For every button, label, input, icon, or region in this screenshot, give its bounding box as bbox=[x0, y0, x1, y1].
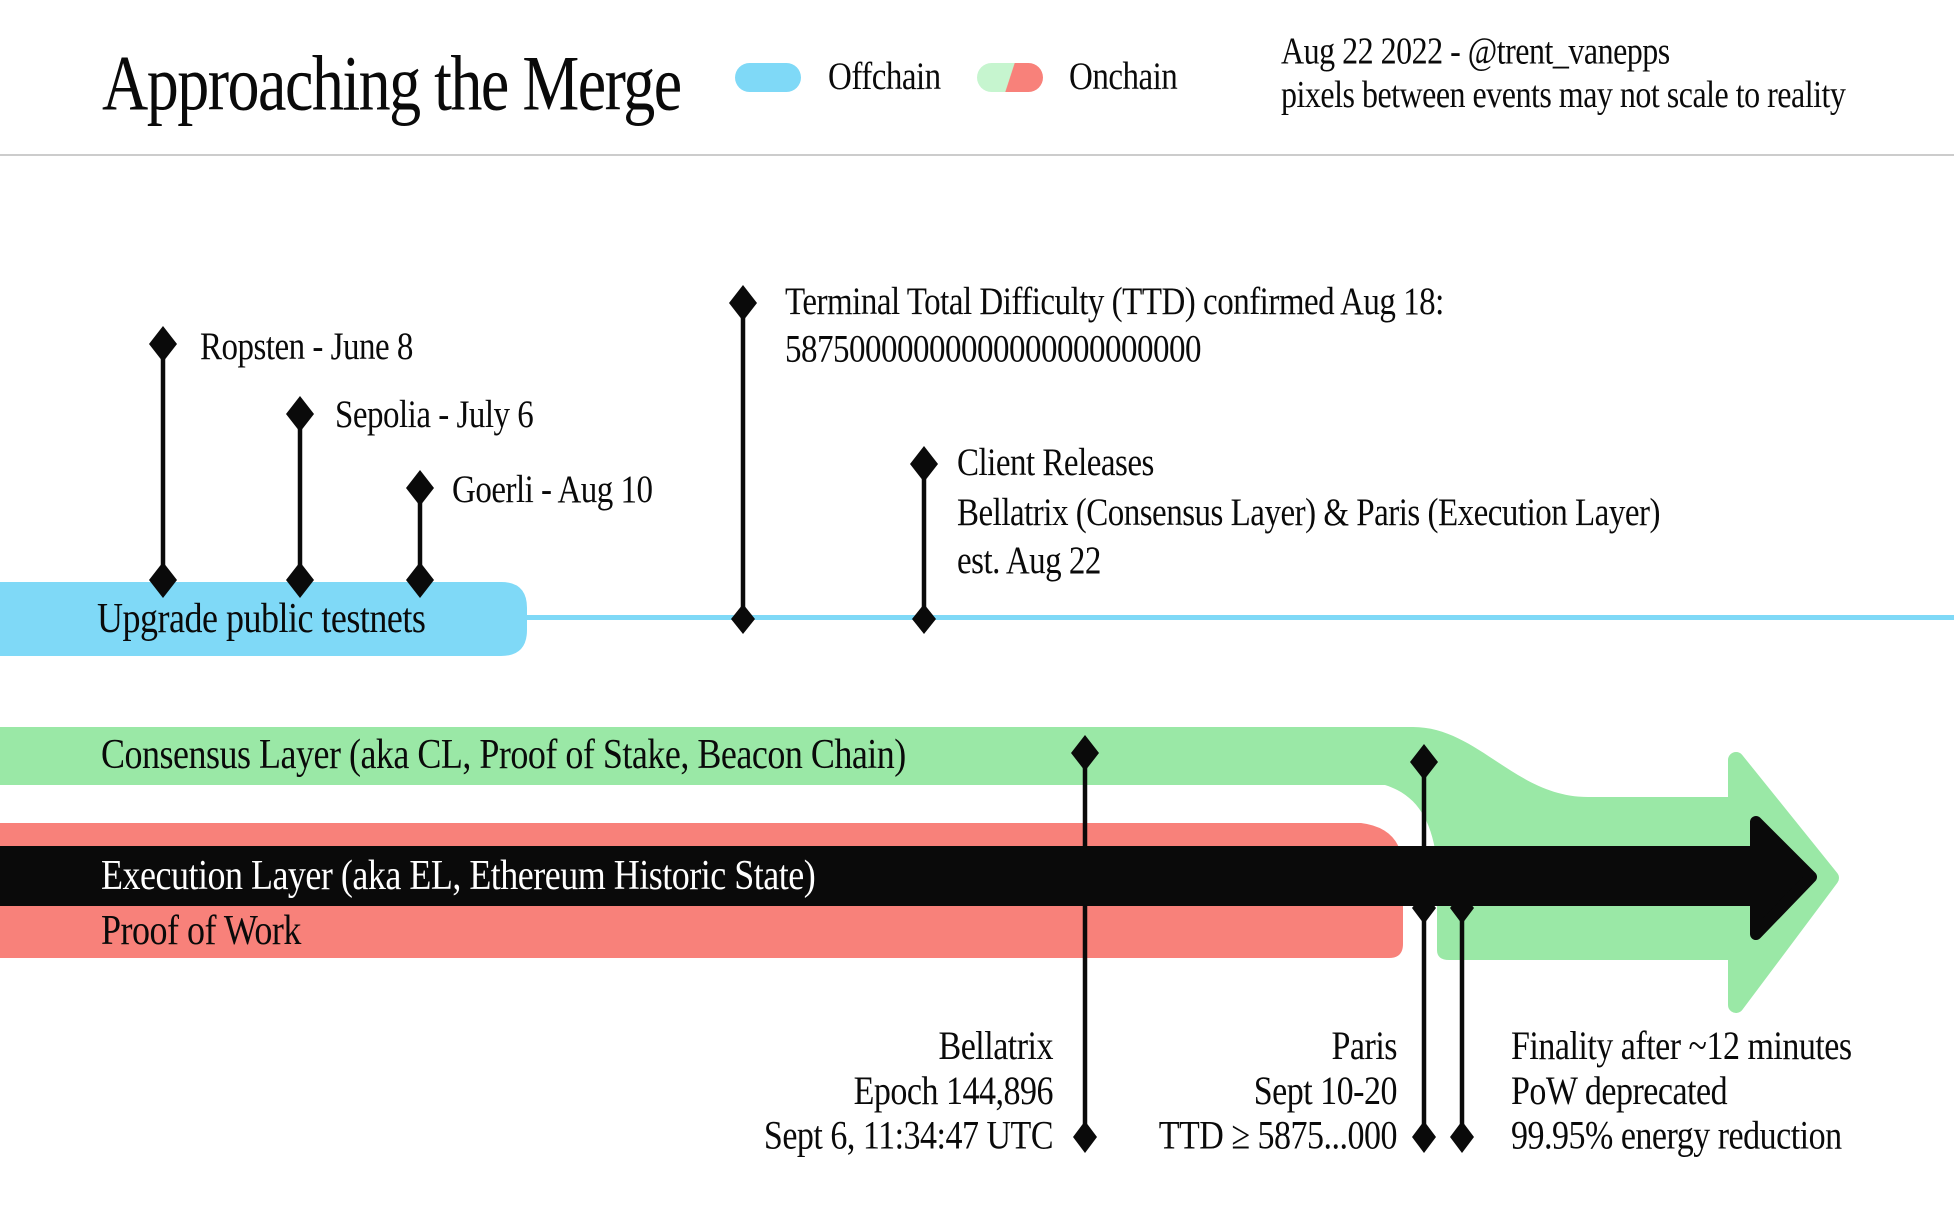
ttd-annotation: Terminal Total Difficulty (TTD) confirme… bbox=[785, 279, 1444, 373]
finality-annotation: Finality after ~12 minutes PoW deprecate… bbox=[1511, 1025, 1852, 1160]
goerli-diamond-icon bbox=[406, 470, 434, 506]
execution-bar-label: Execution Layer (aka EL, Ethereum Histor… bbox=[101, 851, 816, 899]
offchain-timeline-line bbox=[520, 615, 1954, 620]
paris-annotation: Paris Sept 10-20 TTD ≥ 5875...000 bbox=[1158, 1024, 1398, 1160]
event-diamonds bbox=[149, 285, 1474, 1153]
paris-bottom-diamond-icon bbox=[1412, 1121, 1436, 1153]
finality-bottom-diamond-icon bbox=[1450, 1121, 1474, 1153]
pow-bar-label: Proof of Work bbox=[101, 906, 301, 954]
ttd-base-diamond-icon bbox=[731, 604, 755, 634]
ropsten-base-diamond-icon bbox=[149, 562, 177, 598]
onchain-legend-swatch bbox=[977, 63, 1043, 92]
finality-line3: 99.95% energy reduction bbox=[1511, 1114, 1842, 1159]
bellatrix-top-diamond-icon bbox=[1071, 735, 1099, 771]
client-diamond-icon bbox=[910, 446, 938, 482]
byline-block: Aug 22 2022 - @trent_vanepps pixels betw… bbox=[1281, 29, 1846, 117]
offchain-testnets-bar bbox=[0, 582, 527, 656]
bellatrix-annotation: Bellatrix Epoch 144,896 Sept 6, 11:34:47… bbox=[763, 1024, 1054, 1160]
paris-date: Sept 10-20 bbox=[1253, 1069, 1398, 1114]
ttd-diamond-icon bbox=[729, 285, 757, 321]
ttd-line1: Terminal Total Difficulty (TTD) confirme… bbox=[785, 281, 1444, 324]
sepolia-diamond-icon bbox=[286, 396, 314, 432]
bellatrix-epoch: Epoch 144,896 bbox=[853, 1069, 1054, 1114]
offchain-legend-swatch bbox=[735, 63, 801, 92]
goerli-base-diamond-icon bbox=[406, 562, 434, 598]
byline-author: Aug 22 2022 - @trent_vanepps bbox=[1281, 29, 1670, 72]
client-releases-annotation: Client Releases Bellatrix (Consensus Lay… bbox=[957, 440, 1660, 587]
client-line1: Client Releases bbox=[957, 442, 1154, 485]
ttd-value: 58750000000000000000000000 bbox=[785, 328, 1201, 371]
finality-top-diamond-icon bbox=[1450, 892, 1474, 924]
ropsten-label: Ropsten - June 8 bbox=[200, 325, 413, 369]
ropsten-diamond-icon bbox=[149, 326, 177, 362]
client-line2: Bellatrix (Consensus Layer) & Paris (Exe… bbox=[957, 491, 1660, 534]
goerli-label: Goerli - Aug 10 bbox=[452, 468, 653, 512]
legend-onchain-label: Onchain bbox=[1069, 55, 1178, 99]
bellatrix-name: Bellatrix bbox=[938, 1024, 1054, 1069]
client-line3: est. Aug 22 bbox=[957, 540, 1101, 583]
testnets-bar-label: Upgrade public testnets bbox=[97, 594, 426, 642]
byline-note: pixels between events may not scale to r… bbox=[1281, 73, 1846, 116]
legend-offchain-label: Offchain bbox=[828, 55, 941, 99]
sepolia-label: Sepolia - July 6 bbox=[335, 393, 534, 437]
paris-ttd: TTD ≥ 5875...000 bbox=[1158, 1114, 1398, 1159]
bellatrix-date: Sept 6, 11:34:47 UTC bbox=[763, 1114, 1054, 1159]
page-title: Approaching the Merge bbox=[102, 40, 682, 127]
consensus-ribbon bbox=[0, 727, 1760, 960]
paris-name: Paris bbox=[1331, 1024, 1398, 1069]
paris-top-diamond-icon bbox=[1410, 744, 1438, 780]
finality-line1: Finality after ~12 minutes bbox=[1511, 1024, 1852, 1069]
event-stems bbox=[160, 303, 1465, 1137]
consensus-bar-label: Consensus Layer (aka CL, Proof of Stake,… bbox=[101, 730, 906, 778]
client-base-diamond-icon bbox=[912, 604, 936, 634]
bellatrix-bottom-diamond-icon bbox=[1073, 1121, 1097, 1153]
execution-arrowhead-icon bbox=[1750, 816, 1817, 940]
paris-mid-diamond-icon bbox=[1412, 892, 1436, 924]
finality-line2: PoW deprecated bbox=[1511, 1069, 1728, 1114]
sepolia-base-diamond-icon bbox=[286, 562, 314, 598]
